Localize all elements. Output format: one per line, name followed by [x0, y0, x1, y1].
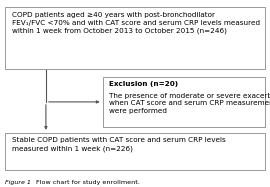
FancyBboxPatch shape: [5, 133, 265, 170]
Text: Stable COPD patients with CAT score and serum CRP levels
measured within 1 week : Stable COPD patients with CAT score and …: [12, 137, 226, 152]
Text: COPD patients aged ≥40 years with post-bronchodilator
FEV₁/FVC <70% and with CAT: COPD patients aged ≥40 years with post-b…: [12, 12, 260, 34]
Text: Flow chart for study enrollment.: Flow chart for study enrollment.: [36, 180, 140, 185]
Text: Figure 1: Figure 1: [5, 180, 33, 185]
FancyBboxPatch shape: [5, 7, 265, 69]
FancyBboxPatch shape: [103, 77, 265, 127]
Text: Exclusion (n=20): Exclusion (n=20): [109, 81, 178, 87]
Text: The presence of moderate or severe exacerbation
when CAT score and serum CRP mea: The presence of moderate or severe exace…: [109, 93, 270, 114]
